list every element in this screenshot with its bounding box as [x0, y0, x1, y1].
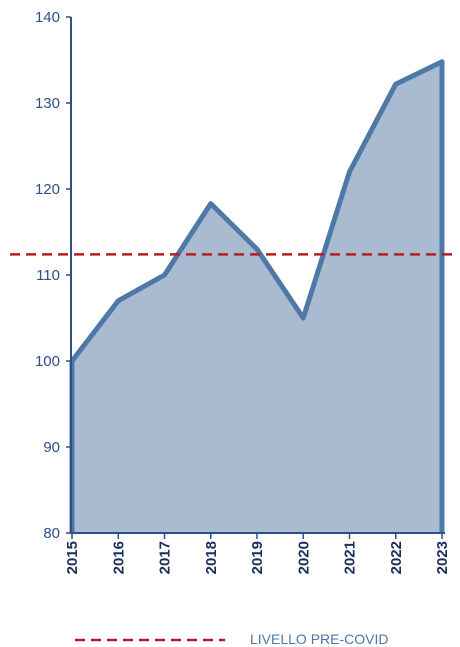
- legend: LIVELLO PRE-COVID: [75, 631, 389, 647]
- x-tick-label-2021: 2021: [342, 541, 359, 574]
- x-tick-label-2018: 2018: [203, 541, 220, 574]
- x-tick-label-2020: 2020: [295, 541, 312, 574]
- y-tick-label-140: 140: [35, 9, 60, 26]
- y-tick-label-130: 130: [35, 95, 60, 112]
- x-tick-label-2015: 2015: [64, 541, 81, 574]
- legend-reference-label: LIVELLO PRE-COVID: [250, 631, 389, 647]
- area-layer: [69, 59, 445, 533]
- y-tick-label-90: 90: [43, 439, 60, 456]
- y-tick-label-100: 100: [35, 353, 60, 370]
- x-tick-label-2017: 2017: [157, 541, 174, 574]
- y-tick-label-110: 110: [36, 267, 60, 284]
- y-tick-label-120: 120: [35, 181, 60, 198]
- x-tick-label-2016: 2016: [110, 541, 127, 574]
- axis-layer: 80 90 100 110 120 130 140 2015 2016 2017 2018 2019 2…: [35, 9, 451, 574]
- x-tick-label-2023: 2023: [434, 541, 451, 574]
- x-tick-label-2019: 2019: [249, 541, 266, 574]
- y-tick-label-80: 80: [43, 525, 60, 542]
- x-tick-label-2022: 2022: [388, 541, 405, 574]
